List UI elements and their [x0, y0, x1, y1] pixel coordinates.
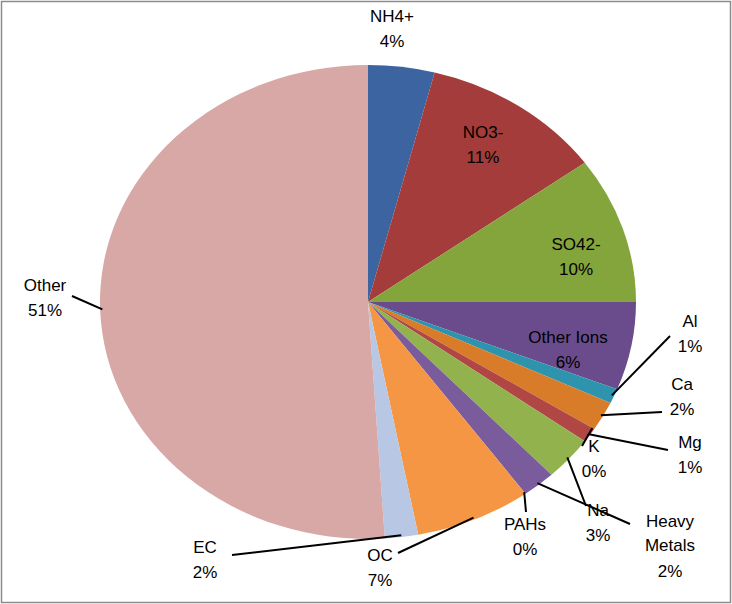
leader-line	[537, 483, 630, 524]
pie	[100, 65, 636, 539]
leader-lines	[72, 296, 670, 555]
category-label: SO42-	[551, 235, 600, 254]
category-label: Al	[682, 312, 697, 331]
value-label: 1%	[678, 458, 703, 477]
category-label: OC	[367, 546, 393, 565]
value-label: 0%	[513, 540, 538, 559]
leader-line	[72, 296, 102, 309]
category-label: EC	[193, 538, 217, 557]
value-label: 4%	[380, 32, 405, 51]
category-label: Ca	[671, 375, 693, 394]
value-label: 6%	[556, 353, 581, 372]
value-label: 1%	[678, 337, 703, 356]
data-labels: NH4+ 4% NO3- 11% SO42- 10% Other Ions 6% Al 1% Ca 2…	[24, 7, 703, 590]
category-label: Mg	[678, 433, 702, 452]
value-label: 0%	[582, 462, 607, 481]
value-label: 3%	[586, 526, 611, 545]
leader-line	[398, 518, 474, 553]
value-label: 2%	[658, 562, 683, 581]
leader-line	[612, 336, 670, 395]
frame	[2, 2, 731, 603]
value-label: 11%	[467, 148, 500, 167]
value-label: 2%	[193, 563, 218, 582]
category-label: NO3-	[463, 123, 504, 142]
category-label: HeavyMetals	[645, 512, 695, 555]
category-label: Na	[587, 501, 609, 520]
category-label: PAHs	[504, 515, 546, 534]
leader-line	[588, 434, 668, 450]
value-label: 2%	[670, 400, 695, 419]
value-label: 10%	[559, 260, 593, 279]
category-label: Other	[24, 276, 67, 295]
chart: NH4+ 4% NO3- 11% SO42- 10% Other Ions 6% Al 1% Ca 2…	[0, 0, 732, 604]
value-label: 51%	[28, 301, 62, 320]
category-label: K	[588, 437, 600, 456]
value-label: 7%	[368, 571, 393, 590]
category-label: NH4+	[370, 7, 414, 26]
pie-slice	[368, 163, 636, 302]
category-label: Other Ions	[528, 328, 607, 347]
leader-line	[601, 412, 662, 415]
pie-slice	[100, 65, 385, 539]
leader-line	[524, 492, 526, 512]
